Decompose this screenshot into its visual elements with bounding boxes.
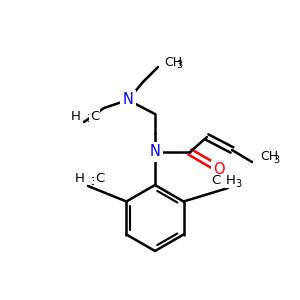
Text: N: N — [123, 92, 134, 107]
Text: CH: CH — [164, 56, 182, 68]
Text: C: C — [90, 110, 99, 122]
Text: 3: 3 — [90, 177, 96, 187]
Text: 3: 3 — [273, 155, 279, 165]
Text: CH: CH — [260, 151, 278, 164]
Text: C: C — [212, 175, 221, 188]
Text: O: O — [213, 163, 225, 178]
Text: H: H — [226, 175, 236, 188]
Text: 3: 3 — [86, 114, 92, 124]
Text: C: C — [95, 172, 104, 185]
Text: H: H — [71, 110, 81, 122]
Text: 3: 3 — [176, 60, 182, 70]
Text: H: H — [75, 172, 85, 185]
Text: N: N — [150, 145, 160, 160]
Text: 3: 3 — [235, 179, 241, 189]
